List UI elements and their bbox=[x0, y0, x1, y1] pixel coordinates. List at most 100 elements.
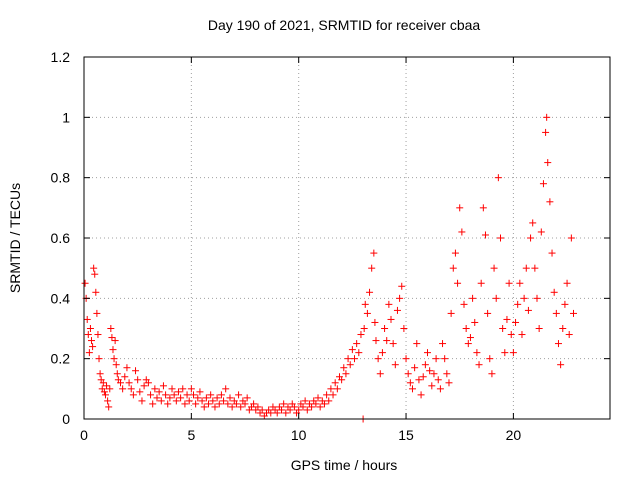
data-point bbox=[436, 385, 444, 393]
data-point bbox=[192, 400, 200, 408]
data-point bbox=[516, 279, 524, 287]
data-point bbox=[570, 309, 578, 317]
data-point bbox=[198, 397, 206, 405]
data-point bbox=[91, 270, 99, 278]
x-tick-label: 10 bbox=[291, 427, 307, 443]
data-point bbox=[90, 264, 98, 272]
data-point bbox=[507, 331, 515, 339]
data-point bbox=[299, 403, 307, 411]
data-point bbox=[462, 325, 470, 332]
data-point bbox=[155, 388, 163, 396]
data-point bbox=[320, 400, 328, 408]
data-point bbox=[235, 391, 243, 399]
data-point bbox=[151, 385, 159, 393]
data-point bbox=[92, 288, 100, 296]
data-point bbox=[475, 361, 483, 369]
data-point bbox=[104, 397, 112, 405]
x-tick-label: 15 bbox=[398, 427, 414, 443]
y-tick-label: 0.4 bbox=[51, 290, 71, 306]
data-point bbox=[211, 403, 219, 411]
data-point bbox=[138, 397, 146, 405]
data-point bbox=[529, 219, 537, 227]
data-point bbox=[428, 382, 436, 390]
data-point bbox=[232, 400, 240, 408]
data-point bbox=[567, 234, 575, 242]
data-point bbox=[505, 279, 513, 287]
data-point bbox=[524, 306, 532, 314]
data-point bbox=[417, 391, 425, 399]
data-point bbox=[174, 388, 182, 396]
data-point bbox=[477, 279, 485, 287]
data-point bbox=[340, 364, 348, 372]
data-point bbox=[432, 355, 440, 363]
data-point bbox=[469, 294, 477, 302]
data-point bbox=[93, 309, 101, 317]
data-point bbox=[213, 394, 221, 402]
data-point bbox=[563, 279, 571, 287]
chart-title: Day 190 of 2021, SRMTID for receiver cba… bbox=[208, 17, 481, 33]
data-point bbox=[243, 394, 251, 402]
data-point bbox=[351, 355, 359, 363]
data-point bbox=[86, 325, 94, 332]
data-point bbox=[527, 234, 535, 242]
data-point bbox=[100, 388, 108, 396]
data-point bbox=[226, 394, 234, 402]
data-point bbox=[543, 113, 551, 121]
data-point bbox=[449, 264, 457, 272]
axis-ticks bbox=[83, 56, 610, 420]
data-point bbox=[166, 394, 174, 402]
data-point bbox=[110, 355, 118, 363]
data-point bbox=[96, 370, 104, 378]
data-point bbox=[484, 309, 492, 317]
data-point bbox=[396, 294, 404, 302]
data-point bbox=[539, 180, 547, 188]
data-point bbox=[466, 334, 474, 342]
data-point bbox=[430, 370, 438, 378]
y-tick-label: 1.2 bbox=[51, 49, 71, 65]
data-point bbox=[282, 409, 290, 417]
data-point bbox=[81, 279, 89, 287]
data-point bbox=[136, 388, 144, 396]
data-point bbox=[132, 367, 140, 375]
data-point bbox=[550, 288, 558, 296]
data-point bbox=[413, 340, 421, 348]
x-tick-label: 20 bbox=[506, 427, 522, 443]
data-point bbox=[290, 403, 298, 411]
data-point bbox=[385, 300, 393, 308]
data-point bbox=[520, 294, 528, 302]
data-point bbox=[217, 391, 225, 399]
data-point bbox=[258, 406, 266, 414]
data-point bbox=[224, 400, 232, 408]
data-point bbox=[215, 400, 223, 408]
data-point bbox=[108, 334, 116, 342]
data-point bbox=[518, 331, 526, 339]
data-point bbox=[374, 355, 382, 363]
data-point bbox=[481, 231, 489, 239]
data-point bbox=[552, 309, 560, 317]
data-point bbox=[205, 400, 213, 408]
data-point bbox=[389, 340, 397, 348]
data-point bbox=[325, 397, 333, 405]
x-tick-label: 5 bbox=[187, 427, 195, 443]
data-point bbox=[565, 331, 573, 339]
y-axis-label: SRMTID / TECUs bbox=[7, 183, 23, 293]
data-point bbox=[254, 403, 262, 411]
data-point bbox=[458, 228, 466, 236]
data-point bbox=[391, 361, 399, 369]
data-point bbox=[107, 325, 115, 332]
data-point bbox=[554, 340, 562, 348]
y-tick-label: 1 bbox=[62, 109, 70, 125]
data-point bbox=[460, 300, 468, 308]
data-point bbox=[512, 318, 520, 326]
data-point bbox=[183, 391, 191, 399]
data-point bbox=[312, 400, 320, 408]
data-point bbox=[360, 325, 368, 332]
data-point bbox=[454, 279, 462, 287]
data-point bbox=[250, 400, 258, 408]
data-point bbox=[164, 400, 172, 408]
data-point bbox=[187, 385, 195, 393]
data-point bbox=[372, 337, 380, 345]
data-point bbox=[209, 397, 217, 405]
data-point bbox=[548, 249, 556, 257]
data-point bbox=[402, 355, 410, 363]
